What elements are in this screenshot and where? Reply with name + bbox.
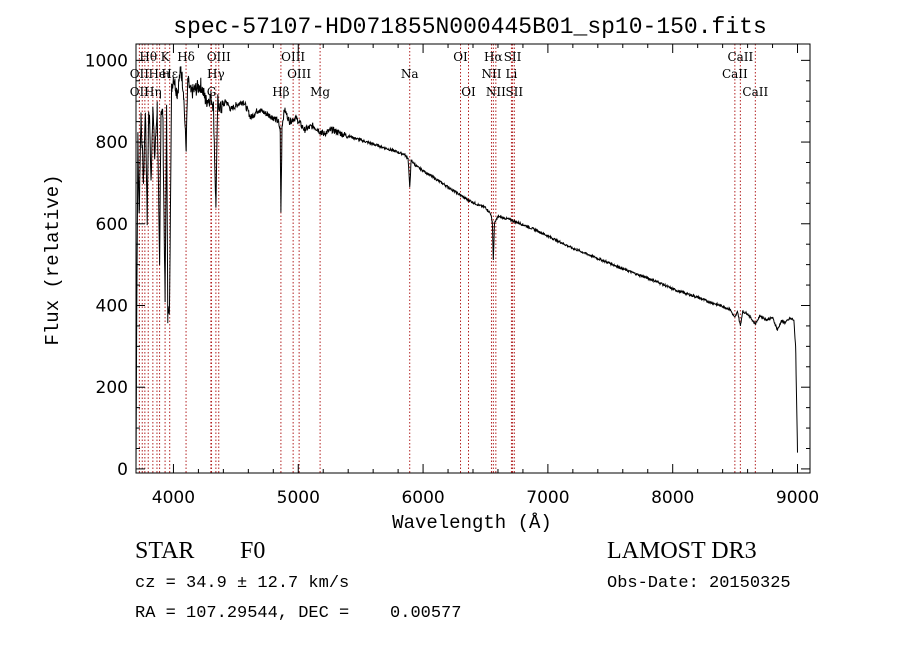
line-marker-label: CaII [742,85,768,99]
chart-title: spec-57107-HD071855N000445B01_sp10-150.f… [173,14,767,40]
line-marker-label: Hη [144,85,162,99]
line-marker-label: NII [481,67,501,81]
line-marker-label: SII [505,85,523,99]
x-tick-label: 9000 [776,488,819,508]
line-marker-label: Hγ [207,67,225,81]
coordinates: RA = 107.29544, DEC = 0.00577 [135,604,462,623]
line-marker-label: CaII [727,50,753,64]
line-marker-label: NII [486,85,506,99]
y-tick-label: 400 [96,296,128,316]
x-tick-label: 8000 [651,488,694,508]
line-marker-label: OIII [281,50,305,64]
line-marker-label: CaII [722,67,748,81]
line-marker-label: Na [401,67,419,81]
line-marker-label: Hδ [177,50,195,64]
line-marker-label: OIII [287,67,311,81]
object-class: STAR [135,538,195,564]
y-axis-label: Flux (relative) [42,174,64,345]
obs-date: Obs-Date: 20150325 [607,574,791,593]
x-axis-label: Wavelength (Å) [392,512,552,534]
flux-series-line [135,66,798,469]
y-tick-label: 600 [96,215,128,235]
line-marker-label: Mg [310,85,330,99]
line-marker-label: OII [130,67,150,81]
line-marker-label: OI [453,50,468,64]
x-axis-ticks: 4000 5000 6000 7000 8000 9000 [152,44,819,508]
y-tick-label: 0 [117,460,128,480]
x-tick-label: 7000 [526,488,569,508]
x-tick-label: 4000 [152,488,195,508]
line-marker-label: SII [504,50,522,64]
redshift-readout: cz = 34.9 ± 12.7 km/s [135,574,350,593]
line-marker-label: OII [130,85,150,99]
line-marker-label: OI [461,85,476,99]
x-tick-label: 6000 [401,488,444,508]
line-marker-label: Hθ [139,50,157,64]
line-marker-label: Hα [484,50,503,64]
line-marker-label: Hβ [272,85,289,99]
line-marker-label: Li [506,67,518,81]
line-marker-label: K [161,50,171,64]
y-tick-label: 200 [96,378,128,398]
y-tick-label: 1000 [85,51,128,71]
plot-frame [135,43,811,474]
line-marker-label: OIII [207,50,231,64]
line-marker-label: Heι [148,67,171,81]
y-tick-label: 800 [96,133,128,153]
line-marker-label: G [207,85,217,99]
y-axis-ticks: 0 200 400 600 800 1000 [85,51,810,480]
survey-name: LAMOST DR3 [607,538,757,564]
line-marker-label: Hε [161,67,178,81]
x-tick-label: 5000 [277,488,320,508]
object-subclass: F0 [240,538,266,564]
